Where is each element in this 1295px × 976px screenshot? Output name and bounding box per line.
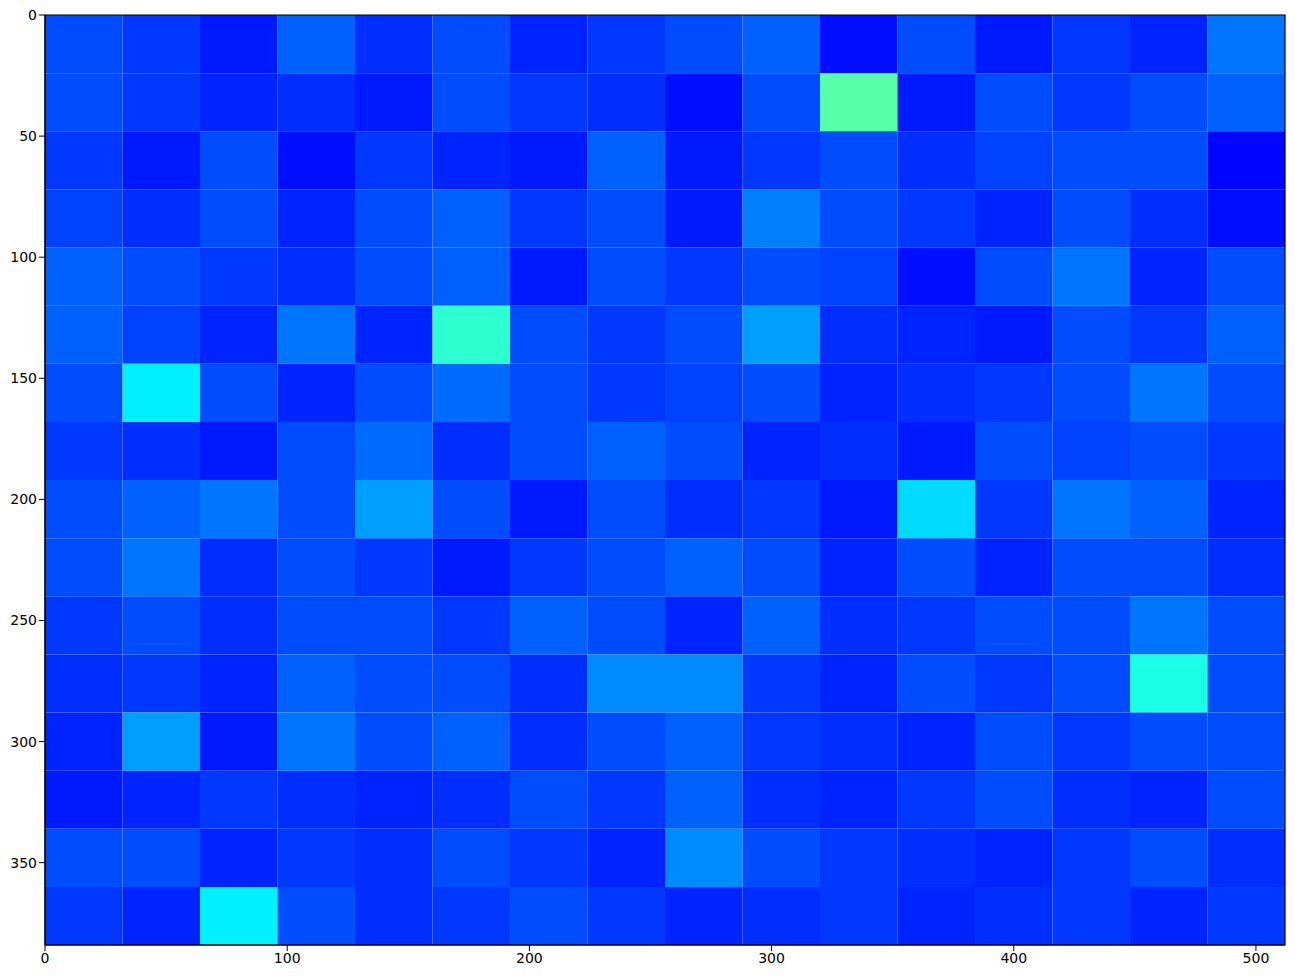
svg-text:250: 250 (10, 612, 37, 628)
svg-text:400: 400 (1000, 950, 1027, 966)
svg-text:350: 350 (10, 855, 37, 871)
svg-text:200: 200 (516, 950, 543, 966)
svg-text:100: 100 (274, 950, 301, 966)
svg-text:300: 300 (758, 950, 785, 966)
svg-text:50: 50 (19, 128, 37, 144)
svg-text:0: 0 (28, 7, 37, 23)
svg-text:100: 100 (10, 249, 37, 265)
svg-text:300: 300 (10, 734, 37, 750)
svg-text:200: 200 (10, 491, 37, 507)
svg-text:0: 0 (41, 950, 50, 966)
svg-text:150: 150 (10, 370, 37, 386)
svg-text:500: 500 (1243, 950, 1270, 966)
